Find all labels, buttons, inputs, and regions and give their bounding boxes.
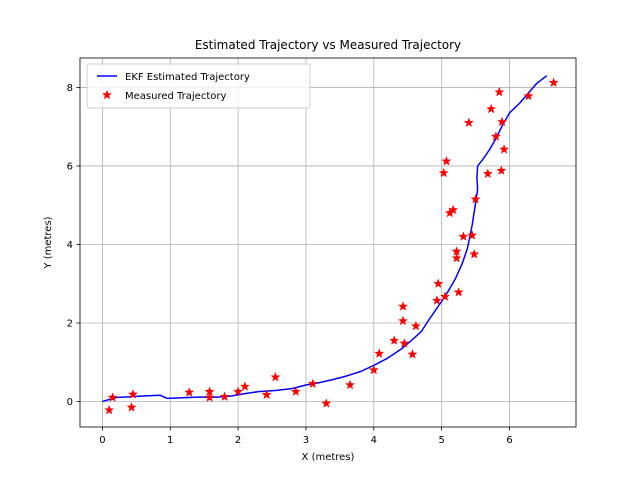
measured-point [431,295,442,305]
measured-point [321,398,332,408]
measured-point [470,193,481,204]
measured-point [407,349,418,359]
axes-frame [79,57,577,428]
measured-point [239,381,250,391]
measured-point [438,167,449,178]
line-layer [102,75,548,403]
measured-point [490,131,502,141]
measured-point [439,291,451,301]
measured-point [433,278,444,289]
series-line-estimated [102,75,548,403]
measured-point [469,248,480,259]
measured-point [451,252,462,263]
measured-point [219,391,230,402]
x-tick-label: 5 [438,435,444,446]
grid [80,58,576,427]
measured-point [127,389,138,399]
measured-point [467,230,478,240]
measured-point [523,90,534,101]
measured-point [453,287,464,297]
measured-point [307,378,318,389]
x-tick-label: 4 [371,435,377,446]
measured-point [233,386,244,396]
measured-point [399,338,410,348]
y-tick-label: 6 [67,161,73,172]
legend: EKF Estimated Trajectory Measured Trajec… [86,63,311,109]
measured-point [496,165,507,175]
y-axis-label: Y (metres) [43,216,54,269]
x-tick-label: 6 [506,435,512,446]
y-tick-label: 2 [67,318,73,329]
x-tick-label: 0 [99,435,105,446]
measured-point [463,117,474,128]
measured-point [270,371,281,382]
measured-point [104,404,115,415]
legend-box [86,63,311,109]
y-tick-label: 8 [67,83,73,94]
measured-point [441,155,452,166]
measured-point [410,320,421,331]
measured-point [397,315,409,326]
measured-point [397,301,409,311]
measured-point [374,348,385,358]
tick-layer: 0 1 2 3 4 5 6 0 2 4 6 8 [67,83,513,446]
measured-point [548,77,559,88]
legend-star-swatch [101,89,113,100]
measured-point [290,386,301,396]
marker-layer [104,77,559,415]
x-tick-label: 1 [167,435,173,446]
measured-point [184,387,195,397]
measured-point [107,392,118,402]
x-axis-label: X (metres) [302,452,355,463]
measured-point [496,116,508,127]
measured-point [261,389,272,400]
x-tick-label: 3 [303,435,309,446]
measured-point [368,364,379,375]
measured-point [486,103,497,114]
legend-star-icon [101,89,113,100]
chart-title: Estimated Trajectory vs Measured Traject… [195,38,461,52]
measured-point [344,379,356,390]
measured-point [448,204,459,215]
measured-point [389,335,400,345]
measured-point [499,144,510,154]
measured-point [458,231,469,241]
y-tick-label: 0 [67,397,73,408]
measured-point [482,168,493,179]
measured-point [494,86,505,97]
legend-label-estimated: EKF Estimated Trajectory [125,72,250,83]
legend-label-measured: Measured Trajectory [125,91,226,102]
x-tick-label: 2 [235,435,241,446]
measured-point [126,402,137,412]
y-tick-label: 4 [67,240,73,251]
measured-point [204,392,215,402]
